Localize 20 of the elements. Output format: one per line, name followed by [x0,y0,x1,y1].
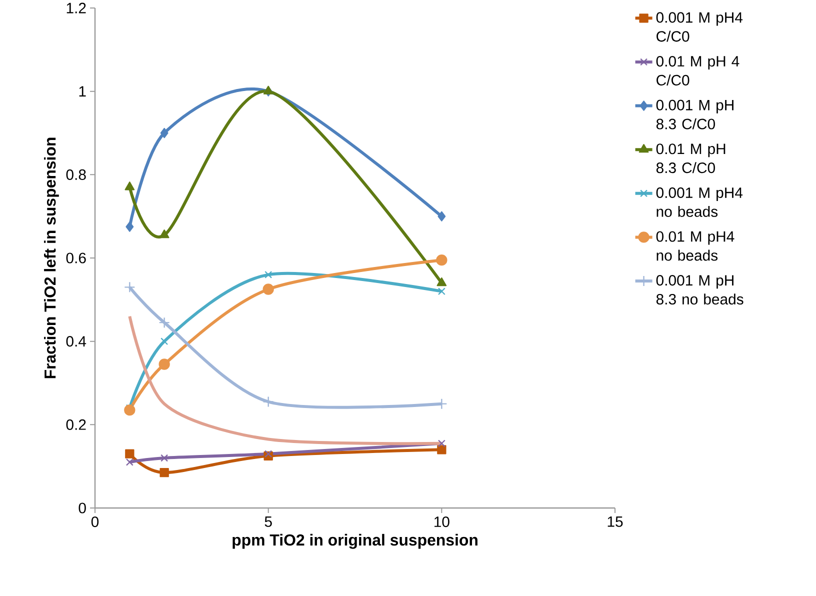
y-tick-label: 0.6 [66,252,86,264]
x-tick-label: 0 [91,516,99,528]
x-tick-label: 5 [264,516,272,527]
y-tick-label: 0.4 [66,336,86,347]
x-tick-label: 10 [434,516,450,528]
y-tick-label: 1.2 [66,2,86,14]
x-tick-label: 15 [608,516,623,527]
legend-label: 0.01 M pH 4 C/C0 [656,56,740,86]
y-tick-label: 1 [79,86,86,96]
y-tick-label: 0 [78,502,86,514]
y-tick-label: 0.2 [66,419,86,430]
legend-label: 0.01 M pH 8.3 C/C0 [656,144,726,174]
legend-label: 0.001 M pH4 no beads [656,187,743,217]
legend-label: 0.001 M pH4 C/C0 [656,12,743,42]
legend-label: 0.01 M pH4 no beads [656,231,734,261]
legend-label: 0.001 M pH 8.3 no beads [656,275,744,305]
x-axis-title: ppm TiO2 in original suspension [232,534,478,549]
y-tick-label: 0.8 [66,169,86,180]
y-axis-title: Fraction TiO2 left in suspension [44,138,59,378]
legend-label: 0.001 M pH 8.3 C/C0 [656,100,734,130]
